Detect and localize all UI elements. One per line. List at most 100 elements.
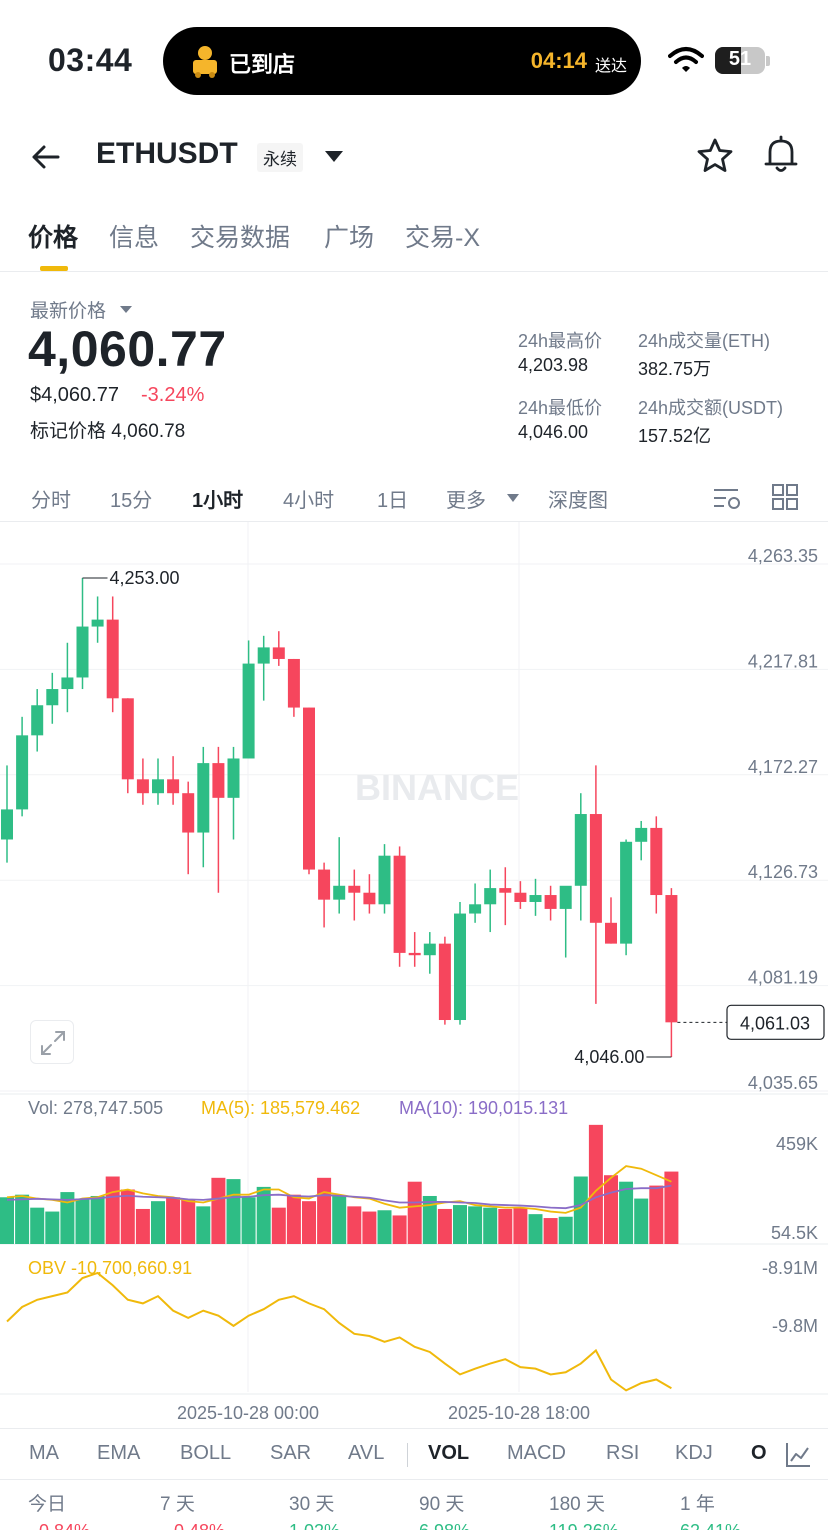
tab-info[interactable]: 信息 bbox=[109, 224, 160, 252]
perf-label: 今日 bbox=[28, 1494, 67, 1515]
volume-bar bbox=[634, 1198, 649, 1244]
candle-body bbox=[227, 758, 240, 798]
main-tabs: 价格 信息 交易数据 广场 交易-X bbox=[0, 214, 828, 272]
obv-axis-bottom: -9.8M bbox=[772, 1316, 818, 1336]
candle-body bbox=[438, 943, 451, 1021]
volume-bar bbox=[166, 1197, 181, 1244]
active-tab-indicator bbox=[40, 266, 68, 271]
usd-price: $4,060.77 bbox=[30, 384, 119, 406]
volume-bar bbox=[241, 1197, 256, 1244]
volume-bar bbox=[468, 1206, 483, 1244]
alert-bell-icon[interactable] bbox=[762, 135, 800, 175]
stat-low-label: 24h最低价 bbox=[518, 398, 603, 418]
last-price: 4,060.77 bbox=[28, 321, 227, 377]
indicator-macd[interactable]: MACD bbox=[507, 1442, 566, 1464]
favorite-star-icon[interactable] bbox=[696, 137, 734, 175]
delivery-icon bbox=[193, 46, 217, 78]
interval-bar: 分时 15分 1小时 4小时 1日 更多 深度图 bbox=[0, 478, 828, 522]
perf-label: 180 天 bbox=[549, 1494, 605, 1515]
tab-square[interactable]: 广场 bbox=[324, 224, 375, 252]
interval-more[interactable]: 更多 bbox=[446, 490, 486, 512]
volume-bar bbox=[573, 1176, 588, 1244]
depth-chart-tab[interactable]: 深度图 bbox=[548, 490, 608, 512]
volume-bar bbox=[498, 1208, 513, 1244]
candle-body bbox=[499, 888, 512, 893]
perf-label: 1 年 bbox=[680, 1494, 715, 1515]
candle-body bbox=[423, 943, 436, 956]
last-price-tag: 4,061.03 bbox=[740, 1013, 810, 1033]
fullscreen-button[interactable] bbox=[30, 1020, 74, 1064]
battery-tip bbox=[766, 56, 770, 66]
indicator-settings-icon[interactable] bbox=[784, 1441, 812, 1469]
candle-body bbox=[303, 707, 315, 870]
interval-timeline[interactable]: 分时 bbox=[31, 490, 71, 512]
volume-bar bbox=[15, 1194, 30, 1244]
stat-volume-value: 382.75万 bbox=[638, 359, 712, 379]
price-axis-label: 4,035.65 bbox=[748, 1073, 818, 1093]
back-arrow-icon[interactable] bbox=[28, 139, 64, 175]
volume-bar bbox=[437, 1208, 452, 1244]
chart-settings-icon[interactable] bbox=[712, 484, 742, 512]
indicator-ma[interactable]: MA bbox=[29, 1442, 59, 1464]
volume-bar bbox=[0, 1197, 14, 1244]
volume-bar bbox=[105, 1176, 120, 1244]
indicator-sar[interactable]: SAR bbox=[270, 1442, 312, 1464]
latest-price-dropdown-icon[interactable] bbox=[120, 306, 132, 313]
layout-grid-icon[interactable] bbox=[772, 484, 798, 510]
candle-body bbox=[242, 663, 255, 759]
volume-bars bbox=[0, 1124, 679, 1244]
volume-bar bbox=[453, 1205, 467, 1244]
perf-value: 1.02% bbox=[289, 1521, 340, 1530]
more-dropdown-icon[interactable] bbox=[507, 494, 519, 502]
interval-1h[interactable]: 1小时 bbox=[192, 490, 244, 512]
tab-price[interactable]: 价格 bbox=[28, 224, 79, 252]
tab-trade-x[interactable]: 交易-X bbox=[405, 224, 481, 252]
time-label-1: 2025-10-28 00:00 bbox=[177, 1403, 319, 1423]
perf-value: -0.48% bbox=[168, 1521, 225, 1530]
price-axis-label: 4,172.27 bbox=[748, 757, 818, 777]
status-bar: 03:44 已到店 04:14 送达 51 bbox=[0, 0, 828, 120]
pair-title[interactable]: ETHUSDT bbox=[96, 137, 238, 170]
indicator-obv[interactable]: O bbox=[751, 1442, 767, 1464]
volume-bar bbox=[45, 1211, 60, 1244]
candle-body bbox=[605, 922, 617, 944]
indicator-vol[interactable]: VOL bbox=[428, 1442, 470, 1464]
candle-body bbox=[212, 763, 225, 798]
price-chart[interactable]: BINANCE 4,263.35 4,217.81 4,172.27 4,126.73… bbox=[0, 522, 828, 1427]
candle-body bbox=[348, 885, 361, 893]
volume-bar bbox=[256, 1186, 271, 1244]
price-change: -3.24% bbox=[141, 384, 205, 406]
high-marker-label: 4,253.00 bbox=[110, 568, 180, 588]
interval-4h[interactable]: 4小时 bbox=[283, 490, 335, 512]
dynamic-island[interactable]: 已到店 04:14 送达 bbox=[163, 27, 641, 95]
volume-bar bbox=[135, 1208, 150, 1244]
latest-price-label[interactable]: 最新价格 bbox=[30, 301, 107, 322]
candle-body bbox=[574, 814, 587, 886]
volume-bar bbox=[422, 1195, 437, 1244]
price-axis-label: 4,126.73 bbox=[748, 862, 818, 882]
indicator-avl[interactable]: AVL bbox=[348, 1442, 385, 1464]
indicator-ema[interactable]: EMA bbox=[97, 1442, 141, 1464]
candle-body bbox=[333, 885, 346, 900]
pair-dropdown-icon[interactable] bbox=[325, 151, 343, 162]
island-time: 04:14 bbox=[530, 48, 587, 73]
price-axis-label: 4,263.35 bbox=[748, 546, 818, 566]
interval-15m[interactable]: 15分 bbox=[110, 490, 153, 512]
interval-1d[interactable]: 1日 bbox=[377, 490, 409, 512]
indicator-boll[interactable]: BOLL bbox=[180, 1442, 232, 1464]
indicator-divider bbox=[407, 1443, 408, 1467]
candle-body bbox=[454, 913, 466, 1021]
contract-badge: 永续 bbox=[257, 143, 303, 172]
indicator-kdj[interactable]: KDJ bbox=[675, 1442, 713, 1464]
candle-body bbox=[378, 855, 391, 905]
indicator-bar: MA EMA BOLL SAR AVL VOL MACD RSI KDJ O bbox=[0, 1428, 828, 1480]
volume-bar bbox=[528, 1214, 543, 1244]
wifi-icon bbox=[668, 47, 704, 72]
perf-label: 90 天 bbox=[419, 1494, 465, 1515]
indicator-rsi[interactable]: RSI bbox=[606, 1442, 640, 1464]
candle-body bbox=[514, 892, 527, 902]
candle-body bbox=[393, 855, 406, 953]
tab-trading-data[interactable]: 交易数据 bbox=[190, 224, 291, 252]
battery-indicator: 51 bbox=[715, 47, 765, 74]
volume-bar bbox=[362, 1211, 377, 1244]
